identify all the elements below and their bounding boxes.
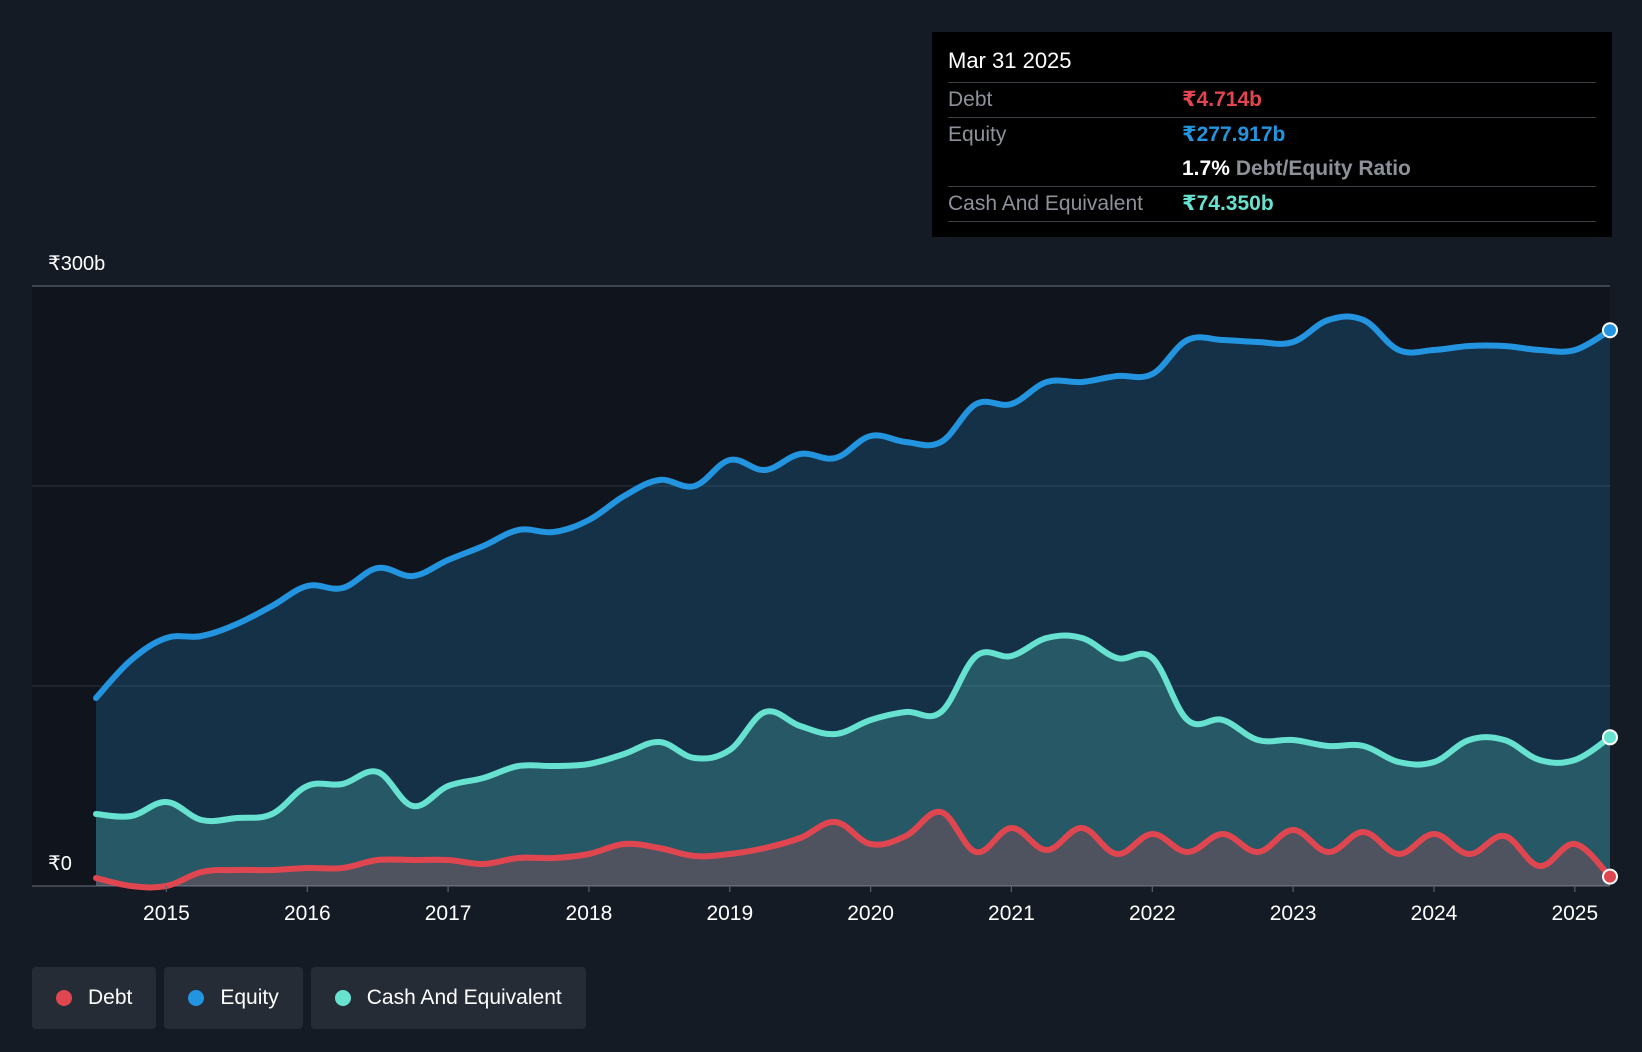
x-tick-label: 2022 [1129,902,1176,925]
equity-line [93,313,1613,701]
x-tick-label: 2015 [143,902,190,925]
cash-endpoint-marker [1602,729,1618,746]
x-axis-ticks: 2015 2016 2017 2018 2019 2020 2021 2022 2023 2024… [143,886,1598,925]
tooltip-ratio-spacer [948,152,1182,186]
x-tick-label: 2023 [1270,902,1317,925]
x-tick-label: 2025 [1551,902,1598,925]
tooltip-cash-label: Cash And Equivalent [948,192,1143,215]
legend-dot-icon [56,990,72,1006]
tooltip-ratio-row: 1.7% Debt/Equity Ratio [948,152,1596,187]
legend-dot-icon [334,990,351,1006]
tooltip-debt-label: Debt [948,88,993,111]
legend-item-cash[interactable]: Cash And Equivalent [310,967,586,1029]
tooltip-cash-value: ₹74.350b [1182,192,1274,215]
equity-area [96,316,1610,886]
x-tick-label: 2024 [1411,902,1458,925]
debt-line [93,808,1613,891]
legend-dot-icon [188,990,205,1006]
legend-label: Cash And Equivalent [366,986,562,1009]
debt-area [96,811,1610,888]
tooltip-debt-row: Debt ₹4.714b [948,83,1596,118]
y-tick-label-max: ₹300b [48,253,105,275]
legend-label: Equity [220,986,279,1009]
cash-line [93,632,1613,825]
tooltip-equity-value: ₹277.917b [1182,123,1286,146]
tooltip-ratio-label: Debt/Equity Ratio [1235,157,1411,180]
y-tick-label-zero: ₹0 [48,853,72,875]
x-tick-label: 2020 [847,902,894,925]
tooltip-equity-row: Equity ₹277.917b [948,118,1596,152]
tooltip-debt-value: ₹4.714b [1182,88,1262,111]
tooltip-ratio-value: 1.7% [1182,157,1230,180]
series-endpoints [1602,322,1618,885]
cash-area [96,635,1610,886]
legend-label: Debt [88,986,133,1009]
debt-endpoint-marker [1602,868,1618,885]
series-lines [93,313,1613,891]
plot-highlight-band [32,286,1610,886]
legend-item-debt[interactable]: Debt [32,967,157,1029]
x-tick-label: 2016 [284,902,331,925]
tooltip-equity-label: Equity [948,123,1007,146]
x-tick-label: 2018 [566,902,613,925]
equity-endpoint-marker [1602,322,1618,339]
x-tick-label: 2017 [425,902,472,925]
legend-item-equity[interactable]: Equity [164,967,303,1029]
tooltip-date: Mar 31 2025 [948,46,1596,83]
tooltip-cash-row: Cash And Equivalent ₹74.350b [948,187,1596,222]
series-areas [96,316,1610,888]
hover-tooltip: Mar 31 2025 Debt ₹4.714b Equity ₹277.917… [932,32,1612,237]
x-tick-label: 2019 [706,902,753,925]
x-tick-label: 2021 [988,902,1035,925]
chart-legend: Debt Equity Cash And Equivalent [32,967,594,1029]
